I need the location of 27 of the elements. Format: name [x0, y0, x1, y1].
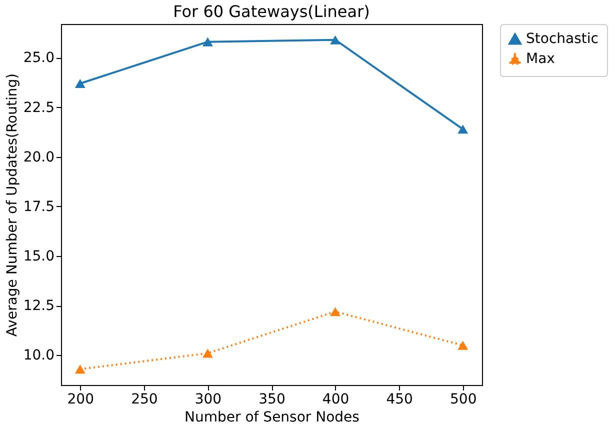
point	[330, 35, 341, 44]
chart-title: For 60 Gateways(Linear)	[173, 2, 370, 21]
x-tick-label: 500	[450, 392, 477, 408]
point	[74, 78, 86, 88]
y-axis-title: Average Number of Updates(Routing)	[4, 73, 20, 337]
x-axis-title: Number of Sensor Nodes	[184, 410, 360, 426]
x-tick-label: 400	[322, 392, 350, 408]
point	[202, 348, 213, 358]
y-tick-label: 10.0	[23, 348, 54, 364]
x-tick-label: 450	[386, 392, 413, 408]
y-tick-label: 25.0	[23, 50, 54, 66]
point	[458, 124, 468, 134]
y-tick-label: 12.5	[23, 298, 54, 314]
point	[202, 37, 213, 46]
x-tick-label: 200	[67, 392, 94, 408]
point	[74, 364, 86, 374]
x-tick-label: 300	[194, 392, 222, 408]
y-tick-label: 17.5	[23, 198, 54, 215]
y-tick-label: 15.0	[23, 248, 54, 265]
x-tick-label: 250	[131, 392, 158, 408]
legend-label: Max	[526, 51, 555, 67]
x-tick-label: 350	[258, 392, 286, 408]
y-tick-label: 22.5	[23, 100, 54, 116]
y-tick-label: 20.0	[23, 149, 54, 166]
legend-label: Stochastic	[526, 31, 598, 47]
point	[458, 340, 468, 350]
point	[330, 307, 341, 316]
